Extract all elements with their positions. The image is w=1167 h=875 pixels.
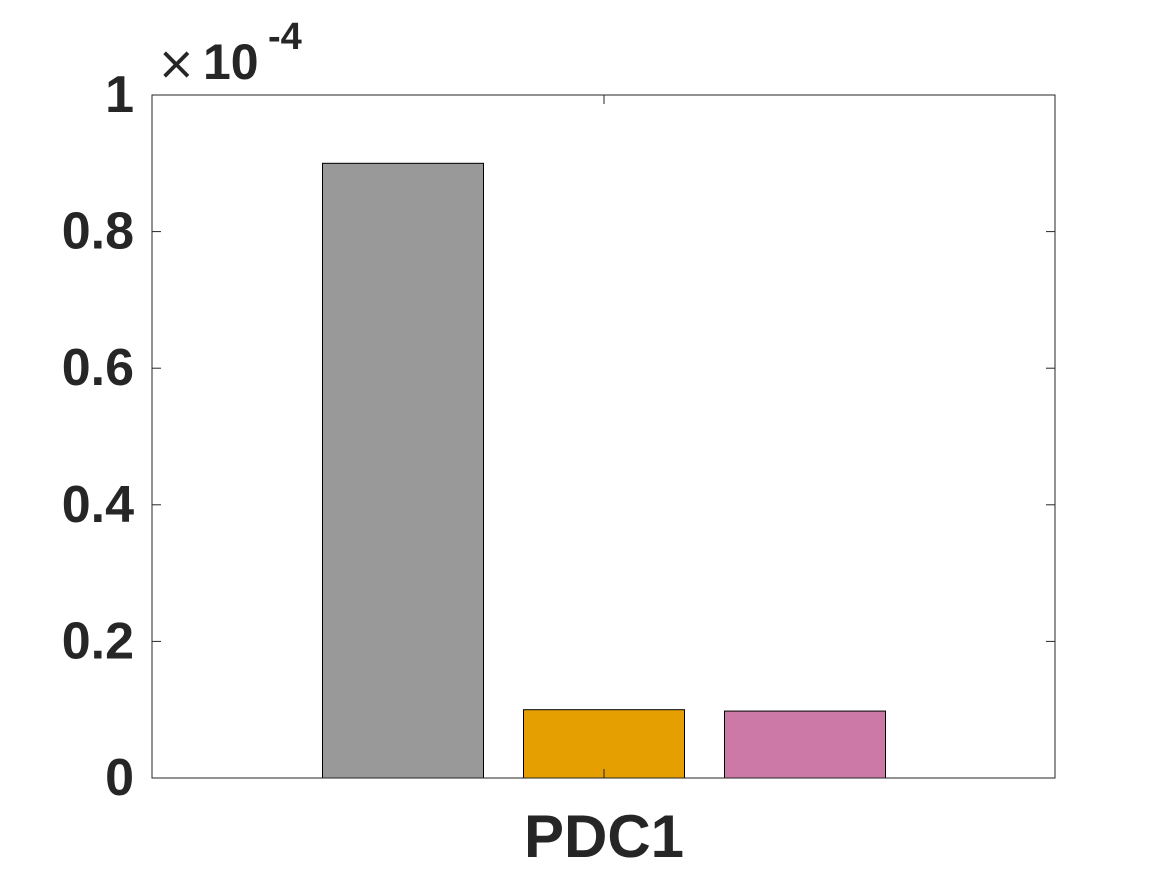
plot-area-frame bbox=[151, 94, 1056, 779]
y-axis-multiplier: × 10 -4 bbox=[157, 16, 302, 90]
bar-pdc1-series-1 bbox=[322, 162, 484, 779]
y-tick-label-1: 0.2 bbox=[62, 612, 134, 670]
multiplier-times-sign: × bbox=[157, 36, 196, 90]
multiplier-exponent: -4 bbox=[268, 16, 302, 58]
bar-pdc1-series-2 bbox=[523, 709, 685, 779]
y-tick-labels: 0 0.2 0.4 0.6 0.8 1 bbox=[62, 66, 134, 807]
y-tick-label-4: 0.8 bbox=[62, 203, 134, 261]
x-tick-label-0: PDC1 bbox=[524, 803, 684, 870]
y-tick-label-3: 0.6 bbox=[62, 339, 134, 397]
y-tick-label-2: 0.4 bbox=[62, 476, 134, 534]
bars-group bbox=[322, 162, 886, 779]
y-tick-label-5: 1 bbox=[105, 66, 134, 124]
multiplier-base: 10 bbox=[203, 34, 259, 90]
y-tick-label-0: 0 bbox=[105, 749, 134, 807]
plot-area-background bbox=[152, 95, 1055, 778]
bar-pdc1-series-3 bbox=[724, 710, 886, 779]
x-tick-labels: PDC1 bbox=[524, 803, 684, 870]
